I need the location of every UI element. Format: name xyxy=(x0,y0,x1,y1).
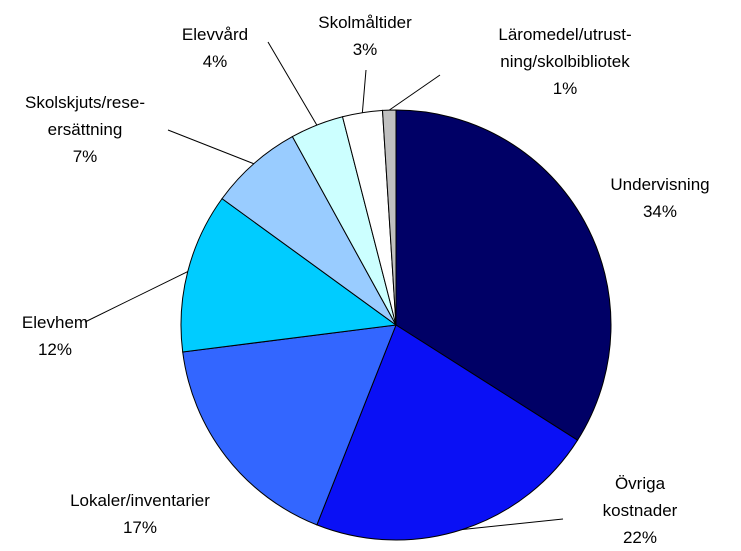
value-label: 22% xyxy=(622,528,658,547)
category-label: Skolmåltider xyxy=(318,13,412,32)
value-label: 7% xyxy=(72,147,98,166)
category-label: Skolskjuts/rese- ersättning xyxy=(25,93,145,139)
slice-label: Elevvård 4% xyxy=(182,21,248,75)
value-label: 3% xyxy=(352,40,378,59)
value-label: 1% xyxy=(552,79,578,98)
category-label: Elevhem xyxy=(21,313,89,332)
slice-label: Skolskjuts/rese- ersättning 7% xyxy=(25,89,145,170)
leader-line xyxy=(267,41,318,126)
pie-slice xyxy=(316,324,579,541)
value-label: 4% xyxy=(202,52,228,71)
slice-label: Undervisning 34% xyxy=(610,171,709,225)
leader-line xyxy=(462,518,564,530)
value-label: 34% xyxy=(642,202,678,221)
slice-label: Elevhem 12% xyxy=(22,309,88,363)
leader-line xyxy=(361,69,367,113)
category-label: Lokaler/inventarier xyxy=(70,491,210,510)
category-label: Elevvård xyxy=(181,25,249,44)
leader-line xyxy=(167,129,255,165)
slice-label: Lokaler/inventarier 17% xyxy=(70,487,210,541)
value-label: 12% xyxy=(37,340,73,359)
category-label: Läromedel/utrust- ning/skolbibliotek xyxy=(498,25,632,71)
slice-label: Övriga kostnader 22% xyxy=(603,470,678,551)
pie-slice xyxy=(182,324,397,526)
leader-line xyxy=(388,74,441,111)
slice-label: Läromedel/utrust- ning/skolbibliotek 1% xyxy=(498,21,631,102)
leader-line xyxy=(84,271,188,323)
pie-slice xyxy=(395,109,612,441)
slice-label: Skolmåltider 3% xyxy=(318,9,412,63)
value-label: 17% xyxy=(122,518,158,537)
category-label: Övriga kostnader xyxy=(602,474,678,520)
category-label: Undervisning xyxy=(610,175,710,194)
